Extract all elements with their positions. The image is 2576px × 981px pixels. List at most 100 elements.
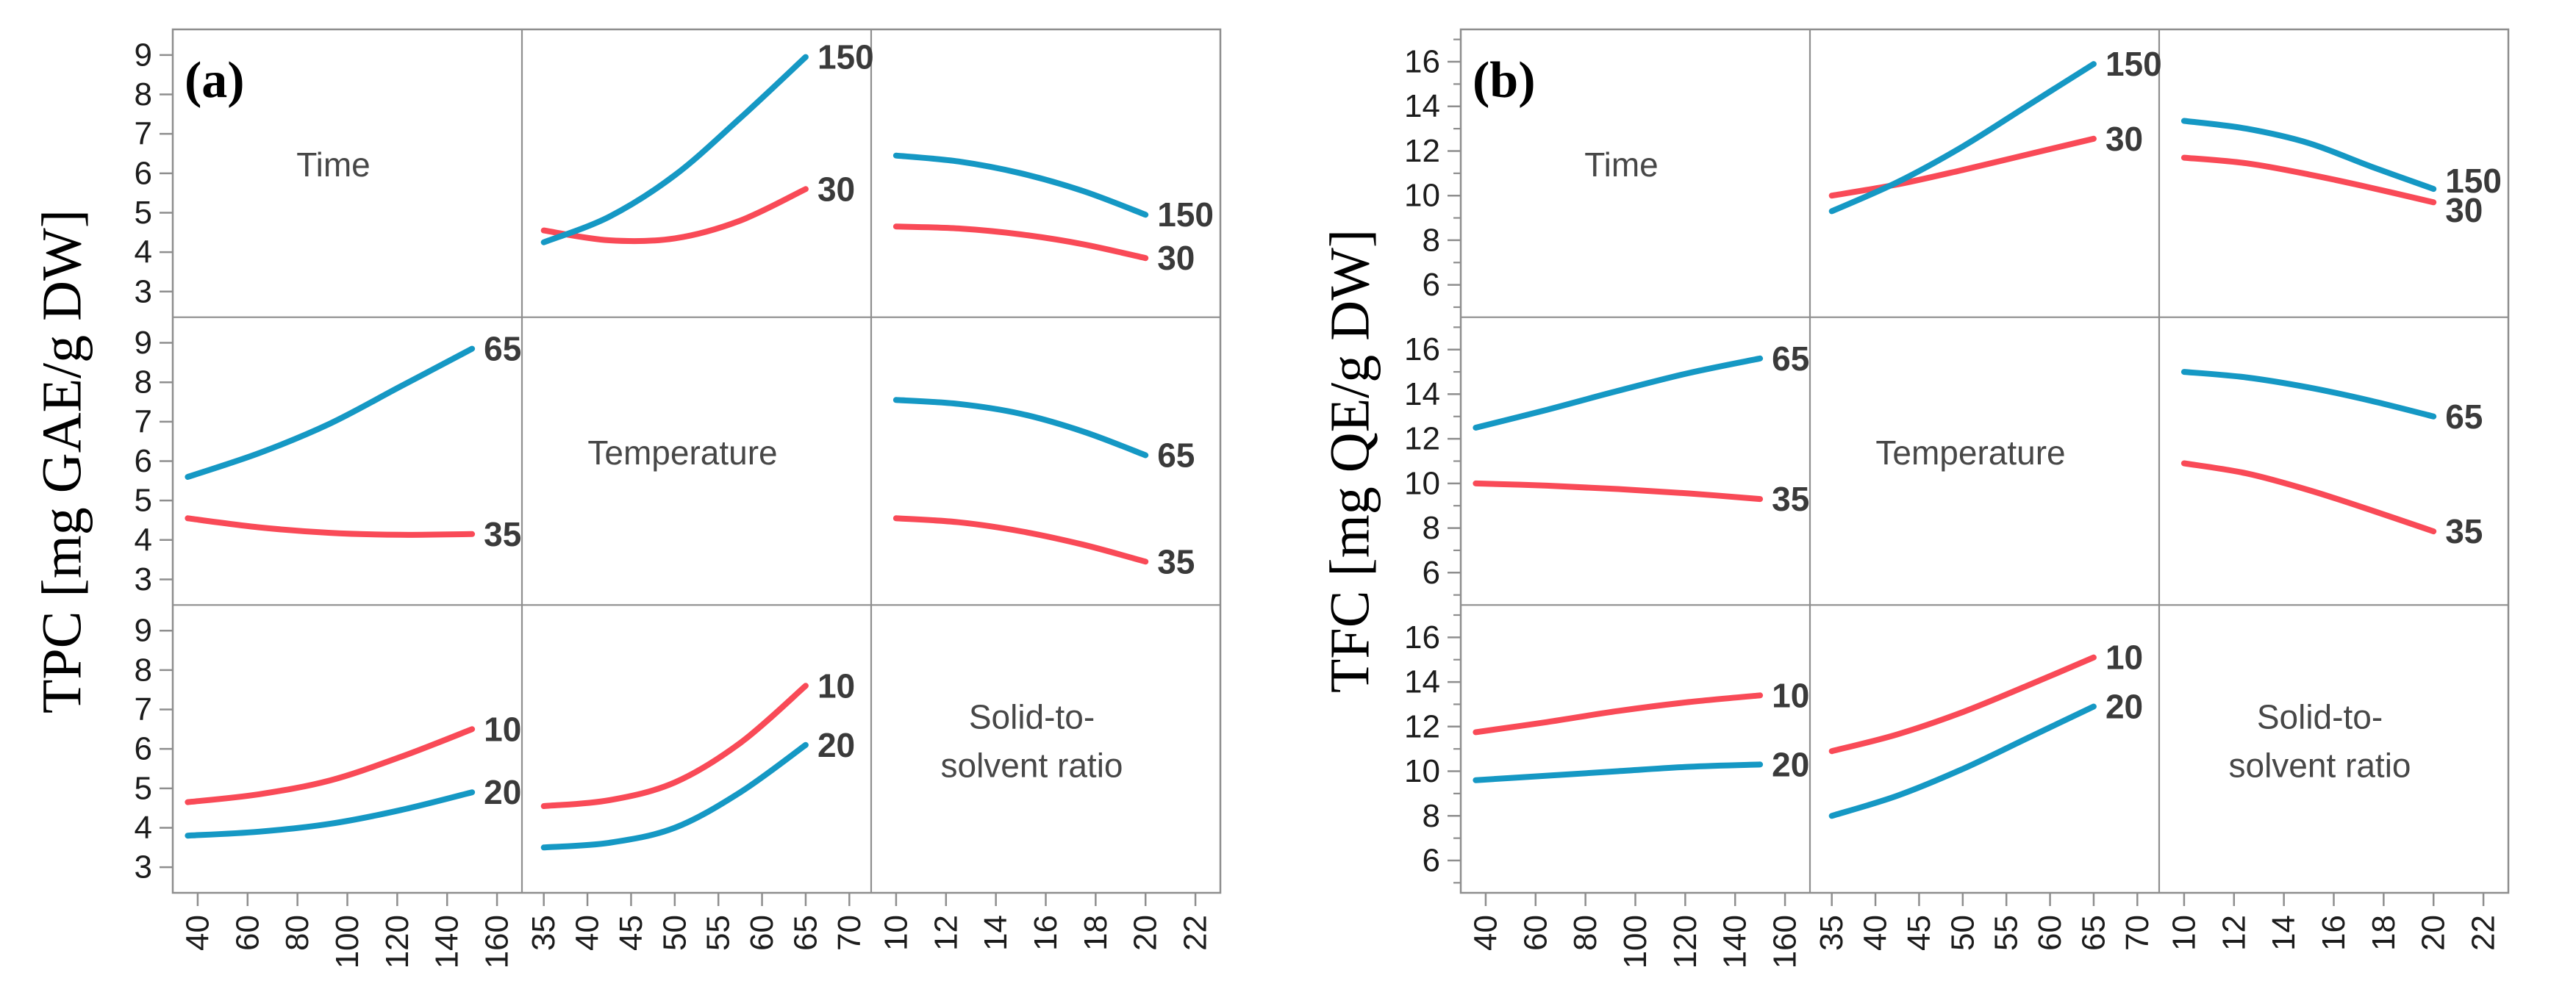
curve-blue-65	[1473, 355, 1764, 431]
x-tick-label: 10	[878, 915, 914, 951]
curve-end-label: 35	[484, 515, 521, 553]
panel-b: TFC [mg QE/g DW] (b) 16 14 12 10 8 6 16 14 12 10 8 6…	[1288, 0, 2576, 981]
curve-end-label: 65	[1772, 339, 1809, 378]
y-tick-label: 10	[1404, 178, 1440, 214]
y-tick-label: 16	[1404, 44, 1440, 80]
curve-red-10	[540, 683, 809, 809]
curve-red-10	[1473, 692, 1764, 736]
x-tick-label: 140	[1717, 915, 1753, 969]
y-tick-label: 8	[135, 364, 152, 400]
x-tick-label: 20	[1128, 915, 1164, 951]
y-tick-label: 4	[135, 810, 152, 846]
x-tick-label: 70	[2119, 915, 2155, 951]
x-tick-label: 14	[978, 915, 1014, 951]
x-tick-label: 55	[1989, 915, 2025, 951]
y-tick-label: 9	[135, 325, 152, 361]
y-tick-label: 3	[135, 561, 152, 597]
diagonal-factor-label: Time	[296, 145, 371, 184]
x-tick-label: 14	[2266, 915, 2302, 951]
curve-blue-65	[185, 345, 476, 480]
curve-end-label: 20	[2105, 687, 2143, 725]
curve-end-label: 35	[1157, 542, 1195, 581]
curve-red-35	[2180, 460, 2437, 535]
y-tick-label: 3	[135, 849, 152, 885]
y-tick-label: 4	[135, 234, 152, 270]
y-tick-label: 12	[1404, 133, 1440, 169]
y-tick-label: 14	[1404, 664, 1440, 700]
x-tick-label: 160	[479, 915, 515, 969]
x-tick-label: 60	[229, 915, 265, 951]
x-tick-label: 16	[1028, 915, 1064, 951]
curve-end-label: 10	[817, 666, 855, 705]
y-tick-label: 12	[1404, 421, 1440, 457]
curve-end-label: 10	[1772, 676, 1809, 714]
y-tick-label: 4	[135, 522, 152, 558]
curve-red-35	[892, 515, 1149, 565]
curve-red-10	[1828, 654, 2097, 755]
y-tick-label: 8	[1423, 510, 1440, 546]
x-tick-label: 40	[1858, 915, 1894, 951]
curve-blue-20	[185, 789, 476, 839]
y-tick-label: 6	[1423, 555, 1440, 591]
curve-blue-65	[892, 397, 1149, 459]
x-tick-label: 22	[2466, 915, 2502, 951]
x-tick-label: 60	[2032, 915, 2068, 951]
y-tick-label: 6	[135, 443, 152, 479]
curve-red-30	[1828, 135, 2097, 199]
x-tick-label: 18	[1078, 915, 1114, 951]
curve-end-label: 30	[1157, 239, 1195, 277]
y-tick-label: 7	[135, 116, 152, 152]
curve-red-30	[2180, 154, 2437, 206]
x-tick-label: 35	[526, 915, 562, 951]
curve-red-30	[892, 223, 1149, 262]
x-tick-label: 100	[1617, 915, 1653, 969]
diagonal-factor-label: solvent ratio	[940, 746, 1123, 784]
x-tick-label: 80	[1567, 915, 1603, 951]
y-tick-label: 8	[1423, 798, 1440, 834]
curve-end-label: 20	[484, 773, 521, 811]
curve-end-label: 150	[1157, 195, 1214, 234]
y-tick-label: 8	[135, 76, 152, 112]
curve-end-label: 65	[2445, 398, 2483, 436]
y-tick-label: 6	[1423, 267, 1440, 303]
x-tick-label: 16	[2316, 915, 2352, 951]
y-tick-label: 5	[135, 483, 152, 519]
x-tick-label: 20	[2416, 915, 2452, 951]
y-tick-label: 5	[135, 195, 152, 231]
panel-corner-label: (b)	[1473, 52, 1536, 109]
y-tick-label: 6	[135, 155, 152, 191]
curve-blue-150	[2180, 118, 2437, 193]
y-tick-label: 3	[135, 273, 152, 309]
y-tick-label: 7	[135, 403, 152, 439]
curve-end-label: 35	[1772, 480, 1809, 518]
curve-end-label: 65	[1157, 436, 1195, 474]
panel-corner-label: (a)	[185, 52, 245, 109]
y-tick-label: 9	[135, 37, 152, 73]
x-tick-label: 65	[2075, 915, 2111, 951]
curve-end-label: 30	[817, 170, 855, 208]
curve-blue-20	[1828, 703, 2097, 819]
y-tick-label: 14	[1404, 88, 1440, 124]
x-tick-label: 60	[1517, 915, 1553, 951]
x-tick-label: 12	[928, 915, 964, 951]
curve-end-label: 150	[817, 38, 874, 76]
y-tick-label: 8	[135, 652, 152, 688]
y-tick-label: 7	[135, 691, 152, 727]
curve-end-label: 150	[2105, 45, 2162, 83]
curve-blue-20	[540, 741, 809, 851]
x-tick-label: 80	[279, 915, 315, 951]
x-tick-label: 65	[787, 915, 823, 951]
curve-red-35	[185, 515, 476, 538]
x-tick-label: 45	[1901, 915, 1937, 951]
y-tick-label: 16	[1404, 331, 1440, 367]
y-tick-label: 10	[1404, 753, 1440, 789]
x-tick-label: 35	[1814, 915, 1850, 951]
x-tick-label: 40	[570, 915, 606, 951]
curve-blue-20	[1473, 761, 1764, 783]
x-tick-label: 100	[329, 915, 365, 969]
curve-end-label: 30	[2105, 120, 2143, 158]
y-tick-label: 8	[1423, 222, 1440, 258]
curve-red-35	[1473, 480, 1764, 503]
